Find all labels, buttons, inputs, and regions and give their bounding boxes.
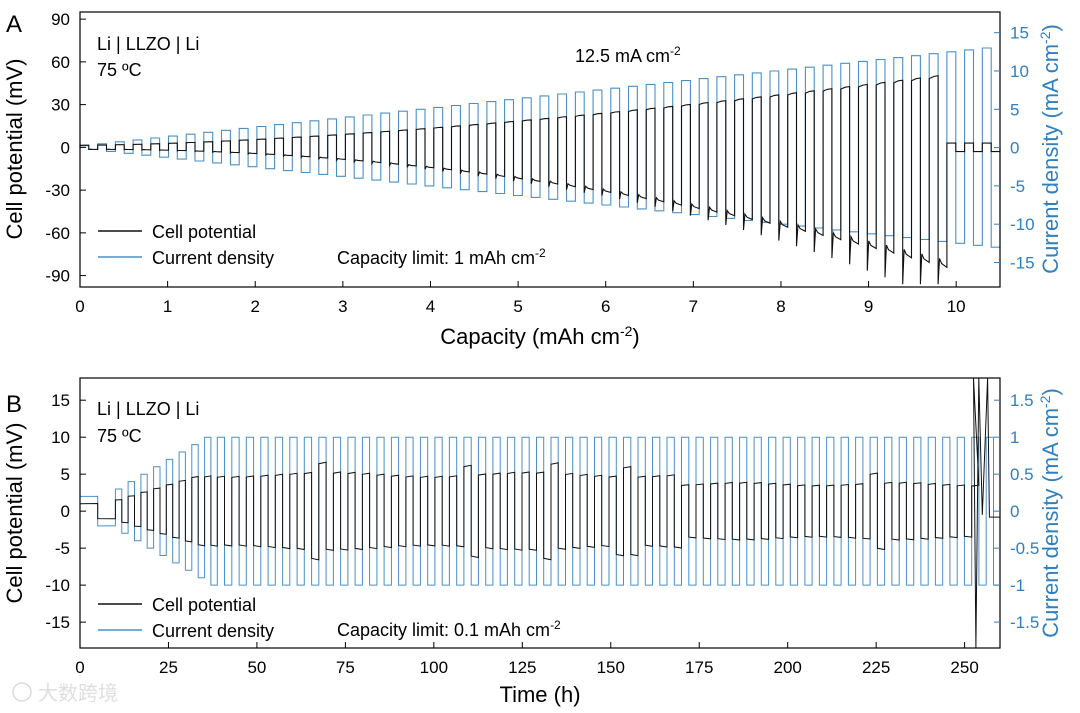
panel-b-series <box>79 377 1000 649</box>
panel-a-y-tick-label: 30 <box>51 96 70 115</box>
panel-b-y2-tick-label: -1.5 <box>1010 613 1039 632</box>
panel-b-x-tick-label: 225 <box>862 658 890 677</box>
panel-a-x-tick-label: 10 <box>947 297 966 316</box>
panel-b-x-tick-label: 75 <box>336 658 355 677</box>
panel-a-y2-ticks: -15 -10 -5 0 5 10 15 <box>994 24 1035 272</box>
panel-a-y-tick-label: 90 <box>51 10 70 29</box>
panel-b-temperature-label: 75 ºC <box>97 426 142 446</box>
panel-a-y-tick-label: 0 <box>61 138 70 157</box>
panel-b-legend: Cell potential Current density <box>98 595 274 641</box>
panel-b: B 0 25 50 75 100 125 150 175 200 225 250 -15-10-50… <box>2 377 1063 707</box>
panel-b-y-axis-label: Cell potential (mV) <box>2 423 27 604</box>
panel-a-x-tick-label: 3 <box>338 297 347 316</box>
panel-b-y-tick-label: 10 <box>51 428 70 447</box>
panel-b-x-tick-label: 100 <box>420 658 448 677</box>
panel-b-x-tick-label: 0 <box>75 658 84 677</box>
panel-b-cell-label: Li | LLZO | Li <box>97 399 199 419</box>
panel-b-x-ticks: 0 25 50 75 100 125 150 175 200 225 250 <box>75 642 979 677</box>
panel-b-y2-tick-label: -0.5 <box>1010 539 1039 558</box>
panel-a-y2-tick-label: -15 <box>1010 253 1035 272</box>
panel-b-y-tick-label: 0 <box>61 502 70 521</box>
panel-a-y-ticks: -90 -60 -30 0 30 60 90 <box>45 10 86 286</box>
panel-b-current-density-line <box>80 436 1000 586</box>
panel-a-y2-tick-label: 10 <box>1010 62 1029 81</box>
panel-b-x-tick-label: 150 <box>597 658 625 677</box>
panel-a-y-tick-label: -60 <box>45 224 70 243</box>
panel-b-y-tick-label: 5 <box>61 465 70 484</box>
panel-b-x-axis-label: Time (h) <box>499 682 580 707</box>
panel-a-x-tick-label: 4 <box>426 297 435 316</box>
panel-a-y2-tick-label: 5 <box>1010 100 1019 119</box>
panel-a-legend-current: Current density <box>152 248 274 268</box>
panel-a-y2-tick-label: -5 <box>1010 177 1025 196</box>
panel-label-b: B <box>6 391 22 418</box>
panel-b-x-tick-label: 50 <box>247 658 266 677</box>
panel-b-y-tick-label: 15 <box>51 391 70 410</box>
panel-b-cell-potential-line <box>79 377 1000 649</box>
panel-a-y-tick-label: 60 <box>51 53 70 72</box>
panel-b-frame <box>79 377 1001 649</box>
panel-a-legend-potential: Cell potential <box>152 222 256 242</box>
panel-b-legend-current: Current density <box>152 621 274 641</box>
panel-a-y-tick-label: -30 <box>45 181 70 200</box>
panel-b-x-tick-label: 250 <box>950 658 978 677</box>
panel-a-x-tick-label: 8 <box>776 297 785 316</box>
panel-a-series <box>79 47 1001 285</box>
panel-a-x-ticks: 0 1 2 3 4 5 6 7 8 9 10 <box>75 281 966 316</box>
panel-b-y2-tick-label: 0.5 <box>1010 465 1034 484</box>
panel-a-capacity-limit-label: Capacity limit: 1 mAh cm-2 <box>337 246 546 268</box>
watermark: 大数跨境 <box>12 682 118 705</box>
panel-a: A 0 1 2 3 4 5 6 7 8 9 10 -90 -60 -30 0 30 60 90 -15 -10 -5… <box>2 10 1063 349</box>
panel-b-y2-ticks: -1.5 -1 -0.5 0 0.5 1 1.5 <box>994 391 1039 632</box>
panel-a-x-tick-label: 2 <box>251 297 260 316</box>
panel-a-x-tick-label: 1 <box>163 297 172 316</box>
watermark-text: 大数跨境 <box>38 682 118 705</box>
panel-a-y-tick-label: -90 <box>45 267 70 286</box>
panel-b-capacity-limit-label: Capacity limit: 0.1 mAh cm-2 <box>337 618 561 640</box>
panel-b-x-tick-label: 200 <box>774 658 802 677</box>
panel-a-y2-tick-label: 0 <box>1010 139 1019 158</box>
panel-a-y2-tick-label: -10 <box>1010 215 1035 234</box>
panel-a-cell-potential-line <box>79 75 1001 285</box>
panel-label-a: A <box>6 11 22 38</box>
panel-b-x-tick-label: 25 <box>159 658 178 677</box>
panel-a-peak-current-label: 12.5 mA cm-2 <box>575 44 681 66</box>
panel-b-y-ticks: -15 -10 -5 0 5 10 15 <box>45 391 86 632</box>
panel-b-y-tick-label: -5 <box>55 539 70 558</box>
panel-b-y2-tick-label: 1.5 <box>1010 391 1034 410</box>
panel-a-x-tick-label: 5 <box>513 297 522 316</box>
panel-b-x-tick-label: 125 <box>508 658 536 677</box>
panel-a-legend: Cell potential Current density <box>98 222 274 268</box>
panel-a-x-tick-label: 0 <box>75 297 84 316</box>
panel-b-y-tick-label: -15 <box>45 613 70 632</box>
panel-a-y2-tick-label: 15 <box>1010 24 1029 43</box>
panel-b-x-tick-label: 175 <box>685 658 713 677</box>
panel-b-y-tick-label: -10 <box>45 576 70 595</box>
panel-a-x-tick-label: 7 <box>689 297 698 316</box>
panel-b-legend-potential: Cell potential <box>152 595 256 615</box>
panel-a-y2-axis-label: Current density (mA cm-2) <box>1037 24 1063 274</box>
watermark-logo-icon <box>12 682 32 702</box>
panel-b-y2-tick-label: -1 <box>1010 576 1025 595</box>
panel-a-x-axis-label: Capacity (mAh cm-2) <box>440 323 640 349</box>
panel-a-frame <box>79 11 1001 288</box>
panel-a-cell-label: Li | LLZO | Li <box>97 34 199 54</box>
panel-b-y2-tick-label: 0 <box>1010 502 1019 521</box>
panel-b-y2-tick-label: 1 <box>1010 428 1019 447</box>
panel-a-y-axis-label: Cell potential (mV) <box>2 59 27 240</box>
panel-b-y2-axis-label: Current density (mA cm-2) <box>1037 388 1063 638</box>
panel-a-temperature-label: 75 ºC <box>97 60 142 80</box>
panel-a-x-tick-label: 9 <box>864 297 873 316</box>
panel-a-x-tick-label: 6 <box>601 297 610 316</box>
